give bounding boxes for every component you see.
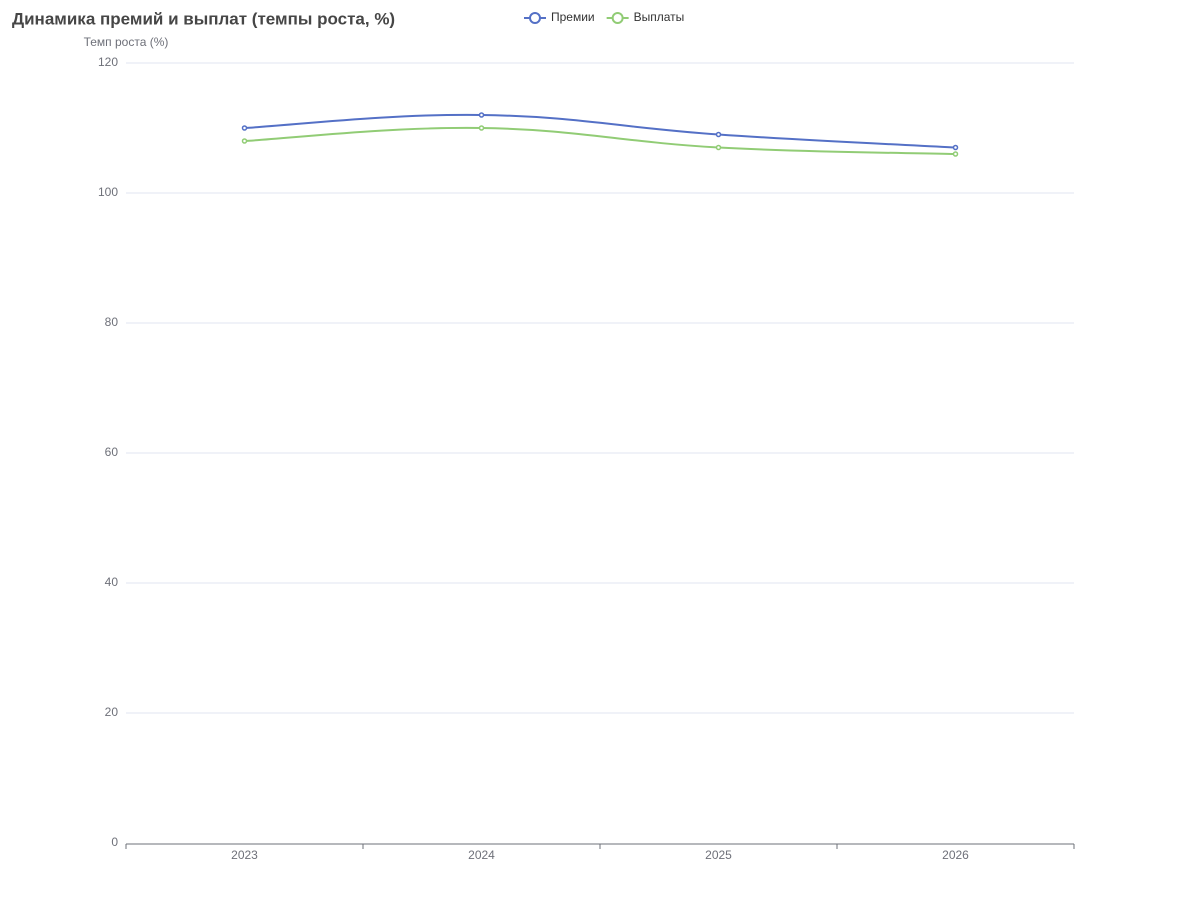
x-tick-label: 2023 [231, 848, 258, 862]
point [478, 112, 485, 118]
chart-title: Динамика премий и выплат (темпы роста, %… [12, 9, 395, 28]
series-line [244, 126, 956, 155]
point [478, 125, 485, 131]
point [952, 144, 959, 151]
y-tick-label: 120 [98, 55, 118, 69]
legend-marker [611, 12, 624, 24]
series-line [244, 113, 956, 149]
point [715, 144, 722, 151]
y-tick-label: 80 [105, 315, 119, 329]
x-tick-label: 2024 [468, 848, 495, 862]
y-tick-label: 100 [98, 185, 118, 199]
legend-label: Выплаты [634, 10, 685, 24]
point [241, 125, 248, 131]
legend-marker [529, 12, 541, 24]
x-tick-label: 2026 [942, 848, 969, 862]
x-tick-label: 2025 [705, 848, 732, 862]
point [715, 131, 722, 138]
y-axis-label: Темп роста (%) [84, 35, 169, 49]
y-tick-label: 60 [105, 445, 119, 459]
point [241, 138, 248, 144]
y-tick-label: 40 [105, 575, 119, 589]
point [952, 151, 959, 157]
y-tick-label: 0 [111, 835, 118, 849]
legend-label: Премии [551, 10, 595, 24]
y-tick-label: 20 [105, 705, 119, 719]
